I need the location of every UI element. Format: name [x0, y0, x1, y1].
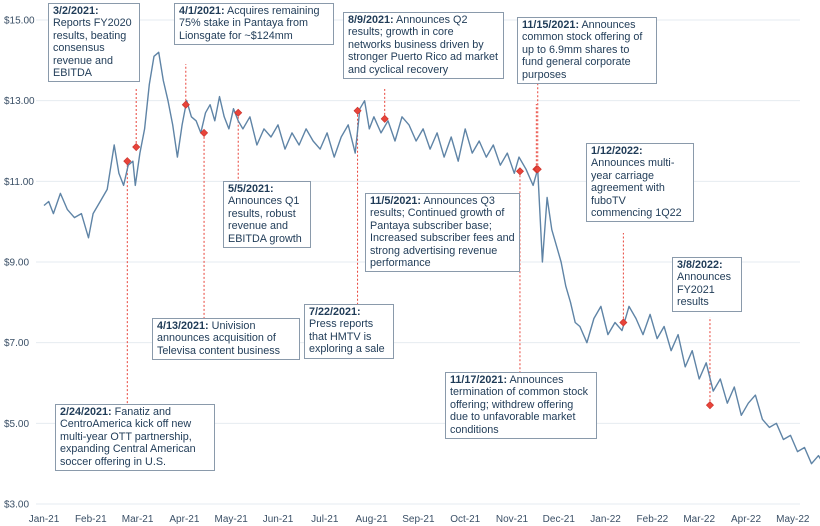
price-series-line	[43, 51, 820, 465]
event-marker	[234, 108, 243, 117]
event-marker	[181, 100, 190, 109]
y-tick-label: $7.00	[4, 338, 29, 349]
x-tick-label: Jan-22	[590, 514, 621, 525]
event-marker	[200, 128, 209, 137]
x-tick-label: Apr-21	[169, 514, 199, 525]
annotation-2021-05-05: 5/5/2021: Announces Q1 results, robust r…	[223, 181, 311, 249]
annotation-2021-08-09: 8/9/2021: Announces Q2 results; growth i…	[343, 12, 504, 80]
x-tick-label: Jun-21	[263, 514, 294, 525]
event-marker	[353, 106, 362, 115]
annotation-text: Announces termination of common stock of…	[450, 374, 589, 436]
annotation-date: 8/9/2021:	[348, 14, 394, 26]
annotation-date: 11/17/2021:	[450, 374, 508, 386]
x-tick-label: Feb-21	[75, 514, 107, 525]
annotation-text: Announces Q1 results, robust revenue and…	[228, 195, 302, 245]
event-marker	[380, 114, 389, 123]
annotation-text: Acquires remaining 75% stake in Pantaya …	[179, 5, 320, 42]
event-marker	[123, 157, 132, 166]
annotation-text: Announces multi-year carriage agreement …	[591, 157, 682, 220]
annotation-date: 11/15/2021:	[522, 19, 580, 31]
y-tick-label: $11.00	[4, 177, 34, 188]
annotation-text: Announces Q3 results; Continued growth o…	[370, 195, 515, 270]
annotation-2022-01-12: 1/12/2022: Announces multi-year carriage…	[586, 143, 694, 223]
x-tick-label: Oct-21	[450, 514, 480, 525]
annotation-text: Announces Q2 results; growth in core net…	[348, 14, 499, 76]
x-tick-label: May-21	[215, 514, 249, 525]
event-marker	[619, 318, 628, 327]
x-tick-label: Feb-22	[637, 514, 669, 525]
x-tick-label: Aug-21	[355, 514, 388, 525]
annotation-text: Univision announces acquisition of Telev…	[157, 320, 281, 357]
annotation-date: 3/2/2021:	[53, 5, 99, 17]
annotation-2021-11-15: 11/15/2021: Announces common stock offer…	[517, 17, 657, 85]
annotation-text: Press reports that HMTV is exploring a s…	[309, 318, 385, 356]
annotation-2022-03-08: 3/8/2022: Announces FY2021 results	[672, 257, 742, 312]
annotation-2021-07-22: 7/22/2021: Press reports that HMTV is ex…	[304, 304, 394, 359]
annotation-date: 7/22/2021:	[309, 306, 361, 318]
x-tick-label: May-22	[776, 514, 810, 525]
x-tick-label: Mar-22	[683, 514, 715, 525]
y-tick-label: $9.00	[4, 258, 29, 269]
event-marker	[705, 401, 714, 410]
annotation-date: 4/13/2021:	[157, 320, 209, 332]
annotation-text: Announces common stock offering of up to…	[522, 19, 643, 81]
annotation-2021-02-24: 2/24/2021: Fanatiz and CentroAmerica kic…	[55, 404, 215, 472]
event-marker	[132, 143, 141, 152]
event-marker	[533, 165, 542, 174]
x-tick-label: Sep-21	[402, 514, 435, 525]
annotation-2021-04-01: 4/1/2021: Acquires remaining 75% stake i…	[174, 3, 334, 46]
y-tick-label: $3.00	[4, 500, 29, 511]
y-tick-label: $5.00	[4, 419, 29, 430]
x-tick-label: Jul-21	[311, 514, 339, 525]
annotation-date: 3/8/2022:	[677, 259, 723, 271]
x-tick-label: Nov-21	[496, 514, 529, 525]
x-tick-label: Jan-21	[29, 514, 60, 525]
y-tick-label: $13.00	[4, 96, 35, 107]
annotation-text: Reports FY2020 results, beating consensu…	[53, 17, 132, 80]
annotation-2021-03-02: 3/2/2021: Reports FY2020 results, beatin…	[48, 3, 140, 83]
annotation-2021-11-05: 11/5/2021: Announces Q3 results; Continu…	[365, 193, 520, 273]
x-tick-label: Dec-21	[543, 514, 576, 525]
annotation-date: 2/24/2021:	[60, 406, 112, 418]
annotation-2021-11-17: 11/17/2021: Announces termination of com…	[445, 372, 597, 440]
x-tick-label: Apr-22	[731, 514, 761, 525]
annotation-text: Announces FY2021 results	[677, 271, 732, 309]
annotation-text: Fanatiz and CentroAmerica kick off new m…	[60, 406, 196, 468]
x-tick-label: Mar-21	[122, 514, 154, 525]
annotation-date: 5/5/2021:	[228, 183, 274, 195]
annotation-2021-04-13: 4/13/2021: Univision announces acquisiti…	[152, 318, 300, 361]
event-marker	[515, 167, 524, 176]
annotation-date: 4/1/2021:	[179, 5, 225, 17]
y-tick-label: $15.00	[4, 16, 35, 27]
annotation-date: 11/5/2021:	[370, 195, 422, 207]
annotation-date: 1/12/2022:	[591, 145, 643, 157]
